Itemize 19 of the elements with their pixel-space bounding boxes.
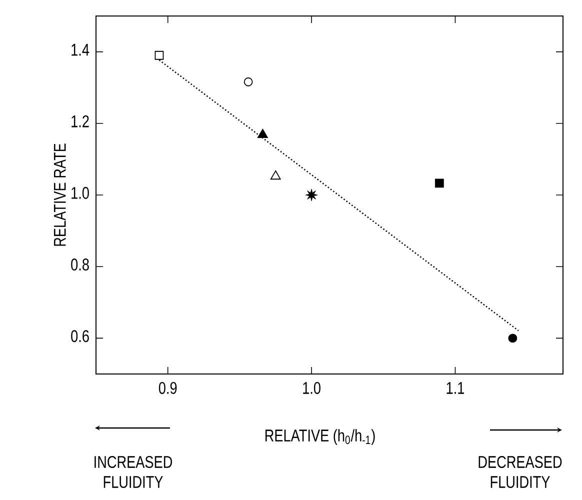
text: DECREASED FLUIDITY <box>478 456 562 488</box>
point <box>154 50 164 60</box>
text: INCREASED FLUIDITY <box>94 456 172 488</box>
x-axis-title: RELATIVE (h$_{0}$/h$_{-1}$) <box>265 429 375 445</box>
point <box>508 334 518 343</box>
x-tick-label: 0.9 <box>158 382 177 394</box>
point <box>305 188 318 202</box>
point <box>270 170 281 180</box>
y-tick-label: 1.4 <box>72 44 90 56</box>
y-tick-label: 1.2 <box>72 115 89 128</box>
y-axis-title: RELATIVE RATE <box>54 144 66 246</box>
x-tick-label: 1.1 <box>446 382 464 394</box>
point <box>434 178 444 188</box>
point <box>244 77 253 86</box>
point <box>257 128 268 138</box>
y-tick-label: 0.8 <box>71 258 89 271</box>
x-tick-label: 1.0 <box>303 382 320 394</box>
y-tick-label: 0.6 <box>71 330 89 342</box>
y-tick-label: 1.0 <box>72 186 89 199</box>
